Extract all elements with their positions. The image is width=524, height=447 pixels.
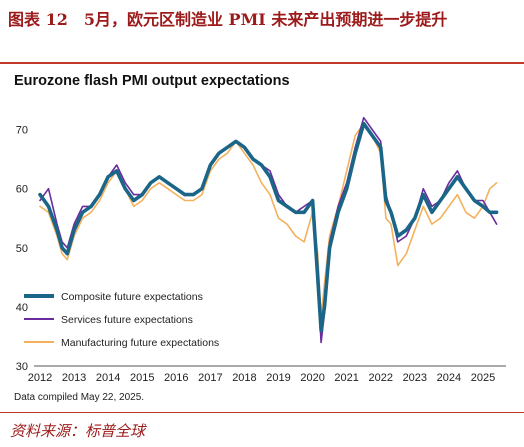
- x-tick-label: 2025: [471, 372, 495, 384]
- chart-svg: 30 40 50 60 70 2012 2013 2014 2015 2016 2017 2018 20…: [16, 116, 506, 384]
- manufacturing-line: [39, 122, 498, 320]
- y-tick-label: 60: [16, 184, 28, 196]
- y-tick-label: 30: [16, 361, 28, 373]
- source-text: 资料来源：标普全球: [10, 422, 146, 440]
- y-tick-label: 70: [16, 125, 28, 137]
- y-tick-label: 50: [16, 243, 28, 255]
- x-tick-label: 2013: [62, 372, 86, 384]
- x-tick-label: 2012: [28, 372, 52, 384]
- x-tick-label: 2021: [334, 372, 358, 384]
- x-tick-label: 2020: [300, 372, 324, 384]
- composite-line: [38, 121, 499, 333]
- chart-title: Eurozone flash PMI output expectations: [14, 73, 290, 89]
- x-tick-label: 2015: [130, 372, 154, 384]
- x-tick-label: 2022: [368, 372, 392, 384]
- legend-label: Manufacturing future expectations: [61, 337, 219, 349]
- source-rule: [0, 412, 524, 413]
- data-note: Data compiled May 22, 2025.: [14, 392, 145, 403]
- services-line: [39, 116, 498, 344]
- x-tick-label: 2023: [403, 372, 427, 384]
- caption-rule: [0, 62, 524, 64]
- y-tick-label: 40: [16, 302, 28, 314]
- x-tick-label: 2018: [232, 372, 256, 384]
- x-tick-label: 2019: [266, 372, 290, 384]
- figure-caption: 图表 12 5月，欧元区制造业 PMI 未来产出预期进一步提升: [8, 10, 448, 29]
- x-tick-label: 2017: [198, 372, 222, 384]
- x-tick-label: 2016: [164, 372, 188, 384]
- x-tick-label: 2024: [437, 372, 461, 384]
- x-tick-label: 2014: [96, 372, 120, 384]
- legend-label: Composite future expectations: [61, 291, 203, 303]
- legend-label: Services future expectations: [61, 314, 193, 326]
